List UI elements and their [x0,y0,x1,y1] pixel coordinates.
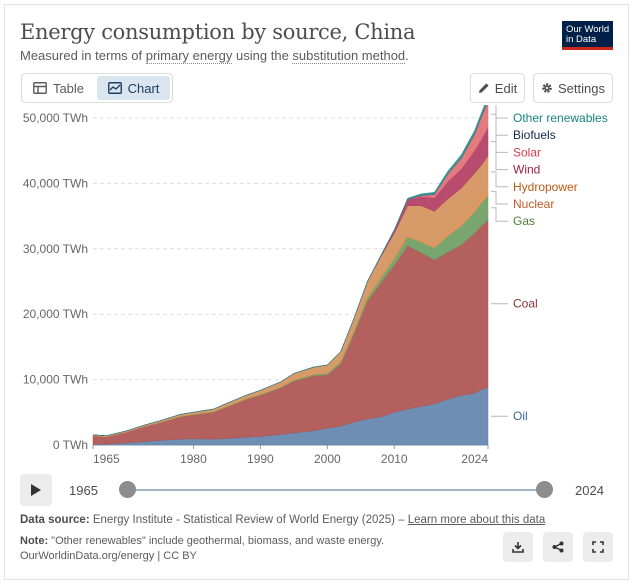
tab-chart-label: Chart [127,80,160,96]
subtitle-text-mid: using the [232,48,293,63]
legend-label-wind: Wind [513,163,540,177]
tab-table[interactable]: Table [22,74,95,102]
legend-label-hydropower: Hydropower [513,180,578,194]
download-icon [512,542,524,553]
chart-note: Note: "Other renewables" include geother… [20,535,384,547]
data-source: Data source: Energy Institute - Statisti… [20,514,545,526]
legend-connector-gas [491,207,508,222]
legend-label-solar: Solar [513,145,541,159]
share-button[interactable] [543,532,573,562]
logo-line-1: Our World [566,24,610,35]
pencil-icon [478,83,489,93]
edit-button-label: Edit [494,80,518,96]
subtitle-text-post: . [405,48,409,63]
edit-button[interactable]: Edit [470,73,525,103]
chart-subtitle: Measured in terms of primary energy usin… [20,48,409,64]
x-tick-label: 1965 [93,452,120,466]
gear-icon [542,83,552,93]
y-tick-label: 30,000 TWh [23,242,88,256]
expand-icon [592,541,604,553]
source-text: Energy Institute - Statistical Review of… [89,514,408,526]
subtitle-text-pre: Measured in terms of [20,48,146,63]
area-other-renewables [92,105,487,437]
legend-label-oil: Oil [513,409,528,423]
note-text: "Other renewables" include geothermal, b… [48,535,385,547]
legend-label-other-renewables: Other renewables [513,111,608,125]
area-chart: 0 TWh 10,000 TWh 20,000 TWh 30,000 TWh 40,00… [23,105,608,466]
legend-connector-other-renewables [495,105,508,119]
settings-button-label: Settings [558,80,605,96]
y-tick-label: 40,000 TWh [23,176,88,190]
legend-connector-solar [491,113,508,153]
x-tick-label: 1990 [247,452,274,466]
y-tick-label: 0 TWh [53,438,88,452]
timeline-end-handle[interactable] [536,481,553,498]
y-tick-label: 10,000 TWh [23,373,88,387]
x-tick-label: 2024 [461,452,488,466]
x-tick-label: 2000 [314,452,341,466]
timeline-start-handle[interactable] [119,481,136,498]
table-icon [33,82,47,94]
tab-table-label: Table [52,80,85,96]
chart-url[interactable]: OurWorldinData.org/energy | CC BY [20,550,197,562]
share-icon [552,541,564,553]
chart-icon [107,82,122,94]
timeline-end-year: 2024 [575,483,604,498]
x-tick-label: 1980 [180,452,207,466]
timeline-start-year: 1965 [69,483,98,498]
primary-energy-link[interactable]: primary energy [145,48,233,64]
timeline-track[interactable] [128,489,545,491]
note-label: Note: [20,535,49,547]
owid-logo[interactable]: Our World in Data [562,21,613,50]
play-icon [31,484,41,496]
legend-label-coal: Coal [513,297,538,311]
y-tick-label: 20,000 TWh [23,307,88,321]
source-label: Data source: [20,514,90,526]
legend-label-gas: Gas [513,214,535,228]
logo-line-2: in Data [566,34,597,45]
settings-button[interactable]: Settings [533,73,613,103]
chart-title: Energy consumption by source, China [20,20,416,44]
legend-label-nuclear: Nuclear [513,197,554,211]
legend-label-biofuels: Biofuels [513,128,556,142]
tab-chart[interactable]: Chart [97,76,170,100]
legend-connector-nuclear [491,191,508,205]
view-tabs: Table Chart [21,73,173,103]
play-button[interactable] [20,474,52,506]
legend-connector-wind [491,141,508,171]
legend-connector-biofuels [495,105,508,136]
fullscreen-button[interactable] [583,532,613,562]
legend-connector-hydropower [491,171,508,188]
download-button[interactable] [503,532,533,562]
learn-more-link[interactable]: Learn more about this data [407,514,546,526]
x-tick-label: 2010 [381,452,408,466]
substitution-method-link[interactable]: substitution method [292,48,406,64]
y-tick-label: 50,000 TWh [23,111,88,125]
